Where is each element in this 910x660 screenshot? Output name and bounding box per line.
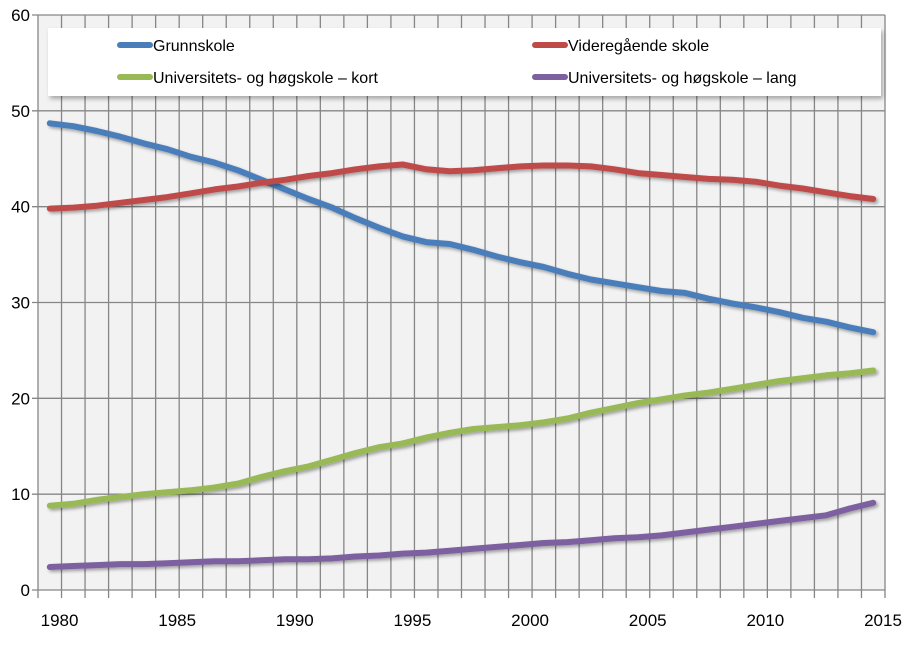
y-tick-label: 10: [11, 485, 30, 504]
y-axis: 0 10 20 30 40 50 60: [11, 6, 30, 600]
x-tick-label: 1985: [158, 611, 196, 630]
y-tick-label: 40: [11, 198, 30, 217]
legend-label: Universitets- og høgskole – lang: [568, 70, 797, 87]
y-tick-label: 30: [11, 294, 30, 313]
x-tick-label: 1990: [276, 611, 314, 630]
x-tick-label: 1995: [394, 611, 432, 630]
y-tick-label: 50: [11, 102, 30, 121]
series-line-1: [46, 161, 877, 212]
x-tick-label: 2000: [511, 611, 549, 630]
x-tick-label: 2010: [746, 611, 784, 630]
legend-label: Universitets- og høgskole – kort: [153, 70, 379, 87]
x-tick-label: 2015: [864, 611, 902, 630]
series-line-3: [46, 499, 877, 570]
y-tick-label: 20: [11, 389, 30, 408]
legend-label: Grunnskole: [153, 38, 235, 55]
legend-box: [48, 28, 881, 96]
y-tick-label: 60: [11, 6, 30, 25]
y-tick-label: 0: [21, 581, 30, 600]
x-tick-label: 2005: [629, 611, 667, 630]
legend-label: Videregående skole: [568, 37, 709, 55]
x-axis: 1980 1985 1990 1995 2000 2005 2010 2015: [41, 611, 902, 630]
gridlines: [32, 14, 886, 598]
legend: Grunnskole Videregående skole Universite…: [48, 28, 881, 96]
x-tick-label: 1980: [41, 611, 79, 630]
series-line-0: [46, 120, 877, 336]
series-lines: [46, 120, 877, 570]
series-line-2: [46, 367, 877, 509]
